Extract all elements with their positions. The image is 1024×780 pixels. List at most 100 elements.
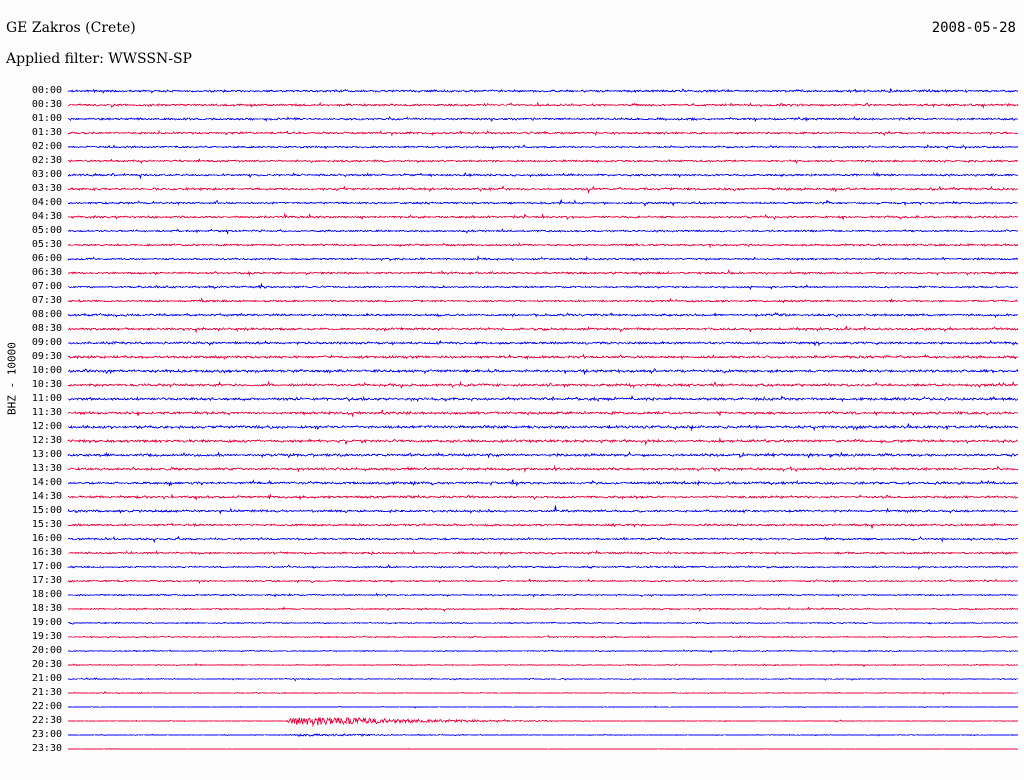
waveform-trace (67, 350, 1019, 364)
trace-row: 07:00 (0, 280, 1024, 294)
waveform-trace (67, 644, 1019, 658)
trace-path (67, 312, 1019, 319)
trace-row: 04:30 (0, 210, 1024, 224)
time-tick-label: 22:00 (31, 701, 62, 712)
trace-path (67, 535, 1019, 544)
waveform-trace (68, 546, 1019, 560)
trace-path (67, 325, 1019, 334)
time-tick-label: 16:30 (31, 547, 62, 558)
trace-row: 15:00 (0, 504, 1024, 518)
trace-path (67, 87, 1019, 94)
waveform-trace (67, 98, 1019, 112)
trace-row: 10:00 (0, 364, 1024, 378)
time-tick-label: 02:00 (31, 141, 62, 152)
waveform-trace (67, 168, 1019, 182)
trace-row: 22:00 (0, 700, 1024, 714)
waveform-trace (67, 742, 1019, 756)
time-tick-label: 07:30 (31, 295, 62, 306)
waveform-trace (67, 490, 1019, 504)
time-tick-label: 06:30 (31, 267, 62, 278)
trace-row: 03:00 (0, 168, 1024, 182)
time-tick-label: 12:30 (31, 435, 62, 446)
waveform-trace (67, 336, 1019, 350)
record-date: 2008-05-28 (931, 20, 1016, 36)
waveform-trace (67, 294, 1019, 308)
trace-row: 06:30 (0, 266, 1024, 280)
time-tick-label: 21:00 (31, 673, 62, 684)
time-tick-label: 20:30 (31, 659, 62, 670)
time-tick-label: 03:30 (31, 183, 62, 194)
trace-path (67, 115, 1019, 123)
time-tick-label: 13:00 (31, 449, 62, 460)
time-tick-label: 04:30 (31, 211, 62, 222)
time-tick-label: 19:00 (31, 617, 62, 628)
time-tick-label: 22:30 (31, 715, 62, 726)
trace-path (67, 129, 1019, 137)
applied-filter-label: Applied filter: WWSSN-SP (6, 51, 192, 67)
time-tick-label: 15:30 (31, 519, 62, 530)
trace-path (67, 592, 1019, 598)
trace-row: 02:00 (0, 140, 1024, 154)
trace-row: 23:30 (0, 742, 1024, 756)
trace-row: 14:00 (0, 476, 1024, 490)
trace-row: 10:30 (0, 378, 1024, 392)
waveform-trace (67, 686, 1019, 700)
time-tick-label: 23:00 (31, 729, 62, 740)
trace-row: 11:30 (0, 406, 1024, 420)
trace-row: 00:00 (0, 84, 1024, 98)
helicorder-plot: 00:00 00:30 01:00 01:30 02:00 02:30 03:00 03:30… (0, 80, 1024, 780)
trace-path (67, 422, 1019, 432)
trace-path (67, 171, 1019, 180)
trace-path (67, 705, 1019, 709)
time-tick-label: 13:30 (31, 463, 62, 474)
trace-row: 23:00 (0, 728, 1024, 742)
time-tick-label: 09:00 (31, 337, 62, 348)
waveform-trace (67, 196, 1019, 210)
trace-row: 16:00 (0, 532, 1024, 546)
trace-row: 16:30 (0, 546, 1024, 560)
time-tick-label: 00:30 (31, 99, 62, 110)
waveform-trace (67, 252, 1019, 266)
trace-path (67, 297, 1019, 304)
trace-path (67, 635, 1019, 639)
trace-path (67, 254, 1019, 262)
waveform-trace (67, 406, 1019, 420)
waveform-trace (67, 434, 1019, 448)
time-tick-label: 14:30 (31, 491, 62, 502)
trace-path (67, 394, 1019, 403)
waveform-trace (67, 714, 1019, 728)
waveform-trace (67, 84, 1019, 98)
trace-path (67, 649, 1019, 654)
time-tick-label: 08:00 (31, 309, 62, 320)
trace-path (67, 505, 1019, 515)
waveform-trace (67, 280, 1019, 294)
trace-row: 12:30 (0, 434, 1024, 448)
trace-row: 07:30 (0, 294, 1024, 308)
trace-row: 08:00 (0, 308, 1024, 322)
trace-row: 00:30 (0, 98, 1024, 112)
trace-row: 04:00 (0, 196, 1024, 210)
waveform-trace (67, 560, 1019, 574)
time-tick-label: 16:00 (31, 533, 62, 544)
time-tick-label: 01:30 (31, 127, 62, 138)
waveform-trace (67, 728, 1019, 742)
trace-row: 11:00 (0, 392, 1024, 406)
trace-path (67, 228, 1019, 236)
trace-path (67, 409, 1019, 418)
time-tick-label: 23:30 (31, 743, 62, 754)
trace-path (68, 549, 1019, 556)
trace-path (67, 101, 1019, 109)
waveform-trace (67, 126, 1019, 140)
time-tick-label: 20:00 (31, 645, 62, 656)
time-tick-label: 05:30 (31, 239, 62, 250)
waveform-trace (67, 476, 1019, 490)
trace-row: 21:00 (0, 672, 1024, 686)
waveform-trace (67, 630, 1019, 644)
trace-row: 01:00 (0, 112, 1024, 126)
trace-path (67, 717, 1019, 727)
time-tick-label: 06:00 (31, 253, 62, 264)
waveform-trace (67, 238, 1019, 252)
trace-row: 17:30 (0, 574, 1024, 588)
trace-path (67, 677, 1019, 682)
trace-row: 05:00 (0, 224, 1024, 238)
